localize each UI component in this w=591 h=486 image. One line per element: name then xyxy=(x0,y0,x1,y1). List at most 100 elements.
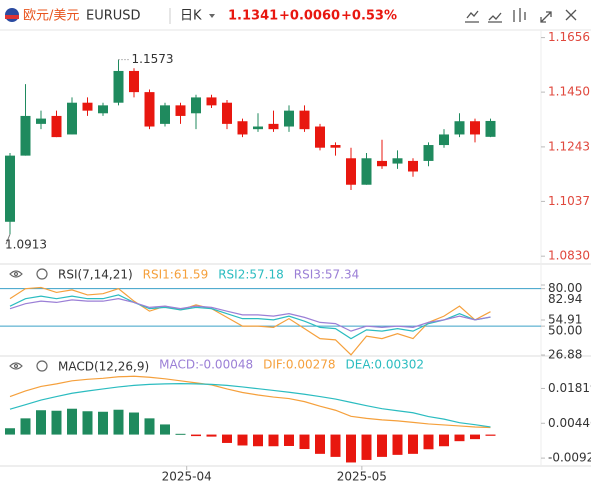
visibility-icon[interactable] xyxy=(9,270,23,278)
histogram-bar xyxy=(5,428,15,435)
candle-body xyxy=(51,115,62,138)
histogram-bar xyxy=(36,410,46,435)
legend-entry: DIF:0.00278 xyxy=(263,358,335,372)
candle-body xyxy=(253,126,263,130)
candle-body xyxy=(98,105,108,114)
min-marker xyxy=(5,234,11,245)
candle-body xyxy=(113,70,124,103)
histogram-bar xyxy=(284,434,294,446)
histogram-bar xyxy=(470,434,480,440)
candle-body xyxy=(330,145,341,148)
line-series xyxy=(9,383,491,428)
histogram-bar xyxy=(82,411,93,435)
y-tick-label: 80.00 xyxy=(548,281,582,295)
candle-body xyxy=(439,134,449,146)
histogram-bar xyxy=(160,424,170,435)
histogram-bar xyxy=(237,434,248,446)
settings-icon[interactable] xyxy=(36,268,48,280)
histogram-bar xyxy=(222,434,232,443)
y-tick-label: 1.1037 xyxy=(548,194,590,208)
y-tick-label: 0.01819 xyxy=(548,381,591,395)
min-label: 1.0913 xyxy=(5,238,47,252)
dropdown-arrow[interactable] xyxy=(209,14,215,18)
candle-body xyxy=(299,110,310,130)
line-series xyxy=(9,294,491,340)
histogram-bar xyxy=(191,434,201,437)
y-tick-label: 1.0830 xyxy=(548,249,590,263)
price: 1.1341 xyxy=(228,9,278,24)
indicator-button[interactable] xyxy=(465,10,479,23)
candle-body xyxy=(237,121,248,135)
y-tick-label: 82.94 xyxy=(548,292,582,306)
header: 欧元/美元 EURUSD 日K 1.1341 +0.0060 +0.53% xyxy=(5,8,577,24)
line-series xyxy=(9,375,491,429)
draw-button[interactable] xyxy=(488,12,502,23)
histogram-bar xyxy=(175,433,186,435)
y-tick-label: 0.00446 xyxy=(548,416,591,430)
visibility-icon[interactable] xyxy=(9,362,23,370)
candle-body xyxy=(36,118,46,124)
candle-body xyxy=(206,97,217,106)
symbol: EURUSD xyxy=(86,9,141,24)
y-tick-label: 1.1656 xyxy=(548,30,590,44)
histogram-bar xyxy=(98,411,108,435)
candle-body xyxy=(160,105,170,124)
histogram-bar xyxy=(485,434,496,436)
candle-body xyxy=(67,102,77,135)
candle-body xyxy=(284,110,294,127)
candle-body xyxy=(268,123,279,130)
histogram-bar xyxy=(113,409,124,435)
histogram-bar xyxy=(330,434,341,457)
histogram-bar xyxy=(206,434,217,437)
legend-entry: RSI1:61.59 xyxy=(143,268,209,282)
legend-entry: RSI3:57.34 xyxy=(294,268,360,282)
candle-body xyxy=(408,160,418,172)
candle-body xyxy=(175,105,186,116)
legend-entry: RSI2:57.18 xyxy=(218,268,284,282)
histogram-bar xyxy=(299,434,310,450)
candle-button[interactable] xyxy=(513,8,526,22)
histogram-bar xyxy=(423,434,434,450)
histogram-bar xyxy=(439,434,449,447)
histogram-bar xyxy=(454,434,465,442)
histogram-bar xyxy=(51,410,62,435)
candle-body xyxy=(377,160,387,167)
candle-body xyxy=(144,92,155,127)
candle-body xyxy=(129,70,139,93)
candle-body xyxy=(191,97,201,114)
candle-body xyxy=(315,126,325,148)
legend-entry: DEA:0.00302 xyxy=(346,358,425,372)
candle-body xyxy=(82,102,93,111)
histogram-bar xyxy=(253,434,263,447)
histogram-bar xyxy=(392,434,403,455)
y-tick-label: 1.1243 xyxy=(548,139,590,153)
candle-body xyxy=(392,158,403,164)
histogram-bar xyxy=(346,434,356,463)
period[interactable]: 日K xyxy=(180,9,202,24)
max-label: 1.1573 xyxy=(132,52,174,66)
histogram-bar xyxy=(67,408,77,435)
settings-icon[interactable] xyxy=(36,360,48,372)
y-tick-label: 50.00 xyxy=(548,324,582,338)
flag-stripe xyxy=(5,15,19,19)
y-tick-label: -0.00928 xyxy=(548,451,591,465)
histogram-bar xyxy=(408,434,418,454)
histogram-bar xyxy=(315,434,325,454)
legend-entry: MACD:-0.00048 xyxy=(159,358,253,372)
y-tick-label: 26.88 xyxy=(548,348,582,362)
candle-body xyxy=(20,115,31,156)
y-tick-label: 1.1450 xyxy=(548,85,590,99)
candle-body xyxy=(470,121,480,135)
candle-body xyxy=(454,121,465,135)
histogram-bar xyxy=(268,434,279,447)
pair-name[interactable]: 欧元/美元 xyxy=(23,9,79,24)
close-button[interactable] xyxy=(565,9,577,21)
histogram-bar xyxy=(377,434,387,457)
candle-body xyxy=(222,102,232,124)
line-series xyxy=(9,298,491,332)
fullscreen-button[interactable] xyxy=(540,11,552,23)
candle-body xyxy=(485,120,496,137)
histogram-bar xyxy=(20,418,31,435)
line-series xyxy=(9,286,491,356)
